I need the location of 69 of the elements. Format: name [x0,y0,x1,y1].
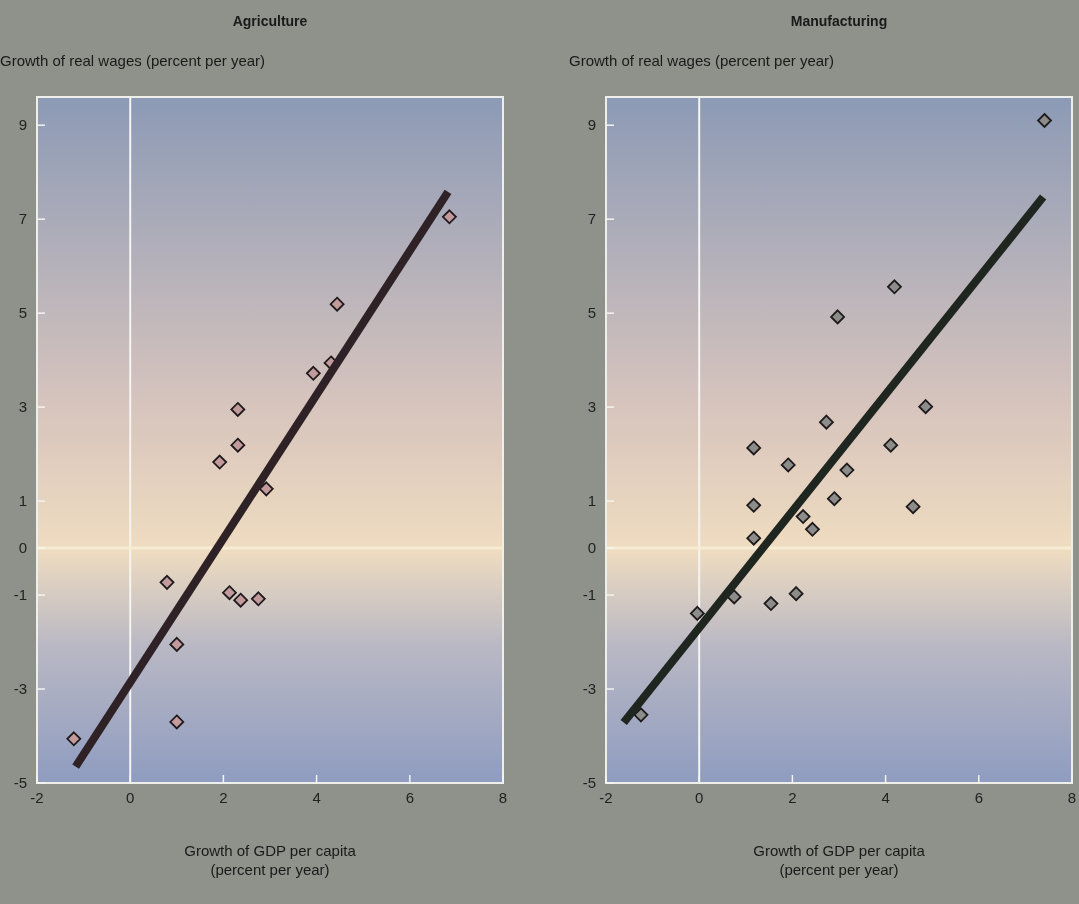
point [230,402,246,417]
point [746,497,762,513]
x-axis-title: Growth of GDP per capita (percent per year) [753,842,926,878]
x-tick-label: 8 [498,789,508,806]
point [746,440,762,456]
y-tick-label: 9 [18,116,27,134]
point [805,521,820,537]
point [329,296,345,312]
point [763,596,779,611]
chart-title: Manufacturing [790,13,888,29]
point [442,209,457,225]
point [633,707,649,723]
y-tick-label: 5 [18,304,27,322]
point [233,592,249,608]
point [826,491,842,507]
x-tick-label: 0 [695,789,704,806]
point [819,414,834,430]
point [212,454,228,470]
x-axis-title: Growth of GDP per capita (percent per year) [184,842,357,878]
y-tick-label: 3 [587,398,596,416]
point [250,591,266,607]
x-tick-label: 0 [126,789,135,806]
y-tick-label: 3 [18,398,27,416]
y-tick-label: -1 [582,586,596,604]
point [222,585,237,601]
y-tick-label: 1 [587,492,596,510]
point [905,499,921,515]
x-tick-label: 2 [788,789,797,806]
point [230,437,246,453]
point [159,574,175,590]
x-tick-label: 8 [1067,789,1077,806]
y-tick-label: 7 [18,210,27,228]
point [305,365,321,381]
y-axis-title: Growth of real wages (percent per year) [0,52,266,69]
point [830,309,845,325]
x-tick-label: 2 [219,789,228,806]
point [887,279,902,295]
x-tick-label: -2 [599,789,613,806]
point [1037,113,1052,128]
y-tick-label: -5 [582,774,596,792]
y-tick-label: -3 [13,680,27,698]
point [169,714,185,730]
point [746,530,762,546]
point [689,605,705,621]
x-tick-label: 4 [312,789,321,806]
chart-title: Agriculture [232,13,308,29]
y-tick-label: 1 [18,492,27,510]
y-tick-label: -1 [13,586,27,604]
y-tick-label: 7 [587,210,596,228]
y-tick-label: 9 [587,116,596,134]
point [795,509,811,524]
y-tick-label: -5 [13,774,27,792]
y-tick-label: -3 [582,680,596,698]
x-tick-label: 6 [974,789,983,806]
point [258,481,274,497]
y-tick-label: 0 [18,539,27,557]
point [788,586,804,602]
y-axis-title: Growth of real wages (percent per year) [569,52,835,69]
point [169,636,185,652]
point [66,731,82,747]
point [918,399,934,415]
point [780,457,796,473]
y-tick-label: 5 [587,304,596,322]
y-tick-label: 0 [587,539,596,557]
point [839,462,855,478]
x-tick-label: 4 [881,789,890,806]
x-tick-label: 6 [405,789,414,806]
x-tick-label: -2 [30,789,44,806]
point [883,437,899,453]
